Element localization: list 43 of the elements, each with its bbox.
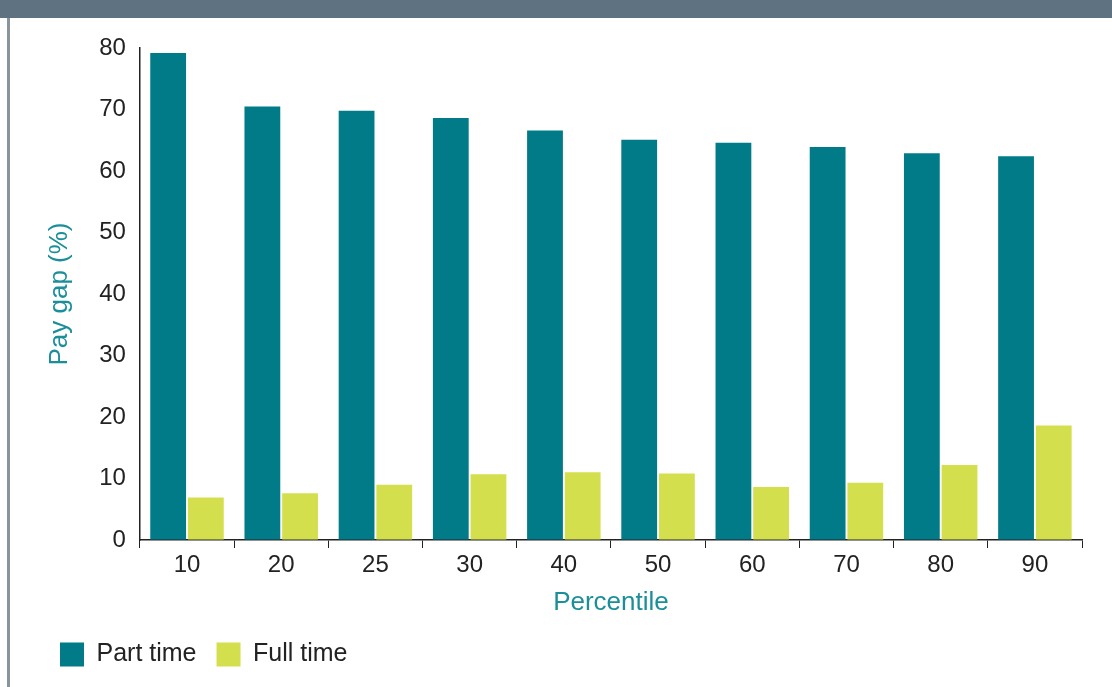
x-tick-label: 80	[927, 550, 955, 578]
y-tick-label: 70	[99, 94, 126, 122]
bar	[564, 472, 601, 540]
y-tick-label: 30	[99, 340, 126, 368]
bar	[847, 482, 884, 540]
bar	[621, 139, 658, 540]
x-tick-label: 40	[550, 550, 578, 578]
bar	[1035, 425, 1072, 540]
bar	[753, 487, 790, 540]
bar	[715, 142, 752, 540]
bar	[338, 110, 375, 540]
y-tick-label: 60	[99, 155, 126, 183]
bar	[187, 497, 224, 540]
x-tick-label: 10	[173, 550, 201, 578]
x-tick-label: 90	[1021, 550, 1049, 578]
bar	[470, 474, 507, 540]
y-tick-label: 40	[99, 278, 126, 306]
bar	[527, 130, 563, 540]
x-tick-label: 25	[362, 550, 389, 578]
x-axis-title: Percentile	[553, 585, 669, 616]
bar	[282, 493, 318, 540]
bar	[376, 484, 413, 540]
bar	[432, 118, 469, 540]
y-tick-label: 10	[99, 463, 126, 491]
y-tick-label: 20	[99, 401, 126, 429]
x-tick-label: 50	[644, 550, 672, 578]
y-tick-label: 0	[112, 524, 126, 552]
x-tick-label: 70	[833, 550, 860, 578]
bar	[903, 153, 940, 540]
bar	[998, 156, 1034, 540]
bar	[244, 106, 281, 540]
bar	[941, 464, 978, 540]
bar	[659, 473, 695, 540]
y-tick-label: 80	[99, 32, 126, 60]
bar	[150, 52, 187, 540]
x-tick-label: 30	[456, 550, 483, 578]
legend-label: Full time	[253, 638, 348, 667]
y-tick-label: 50	[99, 217, 126, 245]
x-tick-label: 60	[738, 550, 766, 578]
x-tick-label: 20	[267, 550, 295, 578]
legend-label: Part time	[96, 638, 197, 667]
y-axis-title: Pay gap (%)	[42, 222, 73, 366]
bar	[809, 147, 846, 540]
